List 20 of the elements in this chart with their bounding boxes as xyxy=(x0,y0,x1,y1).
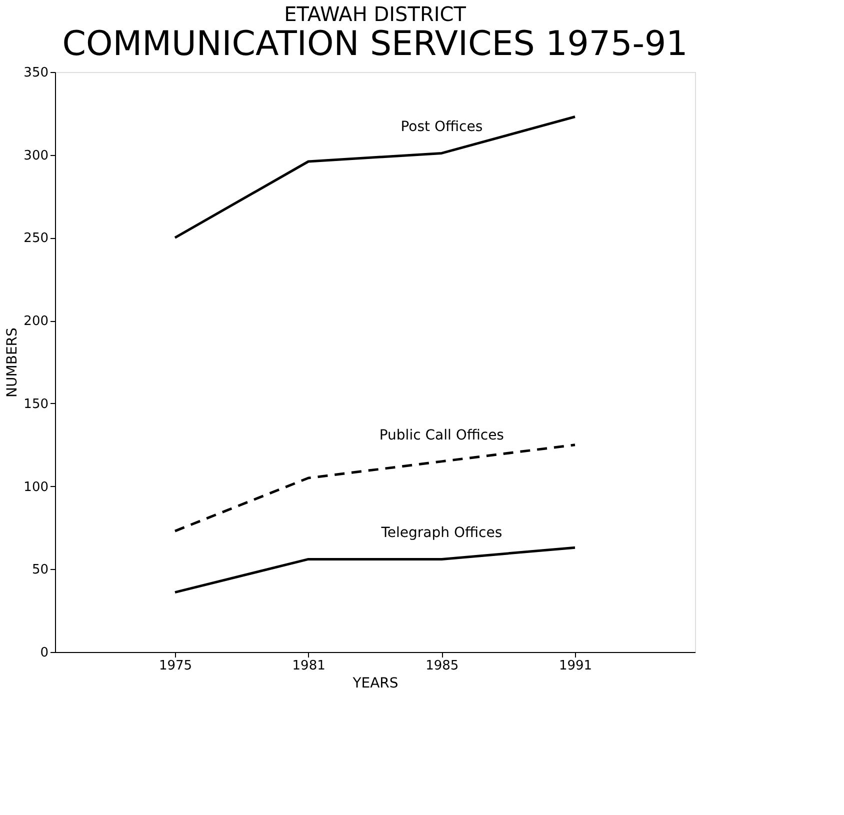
y-tick-label: 300 xyxy=(24,148,48,164)
y-tick-label: 150 xyxy=(24,396,48,412)
x-tick-label: 1991 xyxy=(558,658,592,674)
x-tick-label: 1981 xyxy=(292,658,326,674)
y-tick-label: 100 xyxy=(24,480,48,495)
y-tick-label: 200 xyxy=(24,314,48,330)
series-label: Post Offices xyxy=(400,119,483,136)
chart-title: ETAWAH DISTRICT xyxy=(284,2,467,26)
y-axis-title: NUMBERS xyxy=(4,327,21,398)
series-label: Public Call Offices xyxy=(379,427,504,444)
x-tick-label: 1975 xyxy=(158,658,192,674)
x-axis-title: YEARS xyxy=(352,676,398,692)
y-tick-label: 50 xyxy=(32,562,48,578)
x-tick-label: 1985 xyxy=(426,658,459,674)
chart-subtitle: COMMUNICATION SERVICES 1975-91 xyxy=(62,24,688,64)
y-tick-label: 250 xyxy=(24,231,48,246)
line-series xyxy=(174,115,576,239)
y-tick-label: 0 xyxy=(40,646,48,660)
series-label: Telegraph Offices xyxy=(380,525,502,542)
y-tick-label: 350 xyxy=(24,66,48,80)
